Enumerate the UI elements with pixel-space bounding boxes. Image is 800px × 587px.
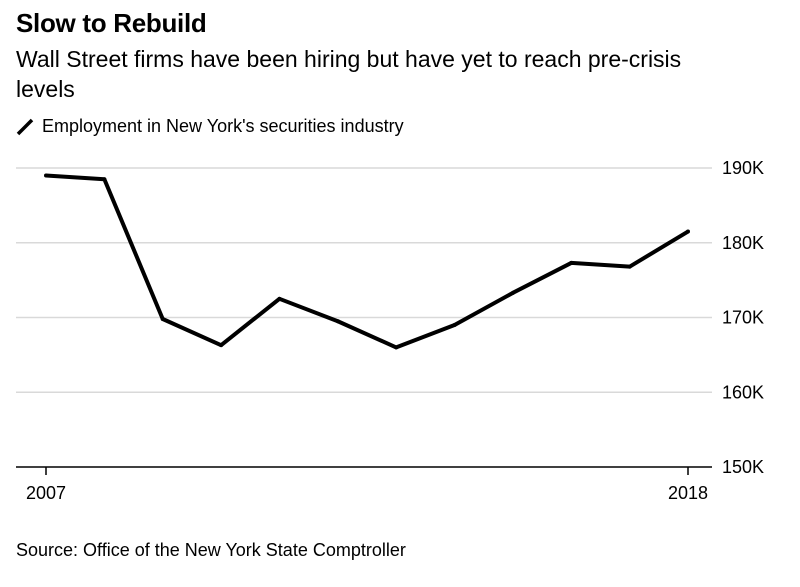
legend-label: Employment in New York's securities indu… (42, 116, 404, 136)
y-tick-label: 160K (722, 382, 764, 402)
data-point (335, 319, 340, 324)
data-point (44, 173, 48, 178)
legend-line-icon (16, 118, 34, 135)
data-point (686, 229, 690, 234)
line-chart: 150K 160K 170K 180K 190K 2007 2018 (16, 158, 764, 503)
chart-title: Slow to Rebuild (16, 8, 207, 38)
data-point (452, 322, 457, 327)
data-point (394, 345, 399, 350)
data-point (569, 260, 574, 265)
series (44, 173, 690, 350)
gridlines (16, 167, 712, 393)
data-point (277, 296, 282, 301)
data-point (219, 343, 224, 348)
source-note: Source: Office of the New York State Com… (16, 540, 406, 560)
data-point (510, 290, 515, 295)
x-axis (16, 466, 712, 475)
series-line (45, 173, 690, 350)
data-point (160, 316, 165, 321)
y-tick-label: 180K (722, 233, 764, 253)
y-tick-label: 150K (722, 457, 764, 477)
legend: Employment in New York's securities indu… (16, 116, 404, 137)
x-tick-label: 2007 (26, 483, 66, 503)
y-axis: 150K 160K 170K 180K 190K (722, 158, 764, 477)
x-tick-label: 2018 (668, 483, 708, 503)
x-axis-labels: 2007 2018 (26, 483, 708, 503)
data-point (627, 264, 632, 269)
data-point (102, 177, 107, 182)
chart-subtitle: Wall Street firms have been hiring but h… (16, 46, 682, 102)
y-tick-label: 170K (722, 308, 764, 328)
y-tick-label: 190K (722, 158, 764, 178)
